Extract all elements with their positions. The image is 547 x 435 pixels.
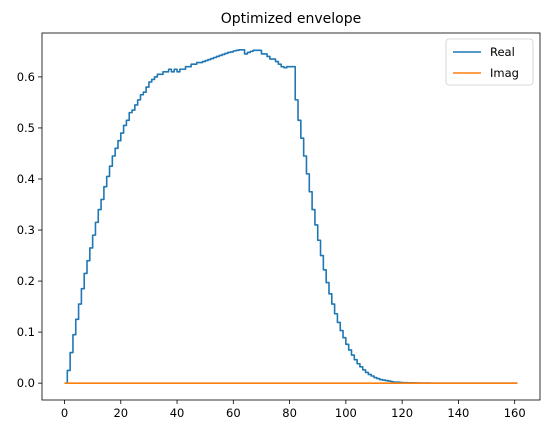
x-tick-label: 80 — [282, 406, 297, 420]
x-tick-label: 60 — [226, 406, 241, 420]
y-axis: 0.0 0.1 0.2 0.3 0.4 0.5 0.6 — [17, 70, 42, 390]
x-tick-label: 160 — [504, 406, 526, 420]
y-tick-label: 0.4 — [17, 172, 35, 186]
y-tick-label: 0.6 — [17, 70, 35, 84]
series-line-real — [64, 49, 518, 384]
chart-title: Optimized envelope — [221, 11, 361, 27]
x-tick-label: 40 — [170, 406, 185, 420]
x-tick-label: 140 — [447, 406, 469, 420]
y-tick-label: 0.1 — [17, 325, 35, 339]
x-tick-label: 100 — [335, 406, 357, 420]
legend-label-real: Real — [490, 45, 515, 59]
y-tick-label: 0.5 — [17, 121, 35, 135]
axes-frame — [41, 32, 541, 401]
x-tick-label: 120 — [391, 406, 413, 420]
y-tick-label: 0.0 — [17, 376, 35, 390]
x-tick-label: 20 — [113, 406, 128, 420]
y-tick-label: 0.3 — [17, 223, 35, 237]
legend-label-imag: Imag — [490, 66, 519, 80]
y-tick-label: 0.2 — [17, 274, 35, 288]
x-axis: 0 20 40 60 80 100 120 140 160 — [61, 400, 526, 420]
x-tick-label: 0 — [61, 406, 68, 420]
legend: Real Imag — [445, 38, 534, 86]
